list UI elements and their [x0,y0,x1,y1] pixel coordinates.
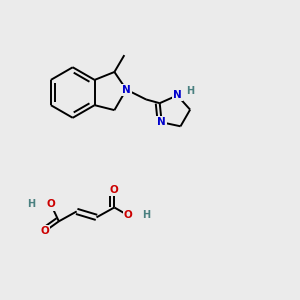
Text: O: O [46,200,55,209]
Text: H: H [27,200,35,209]
Text: N: N [173,90,182,100]
Text: O: O [110,184,119,195]
Text: H: H [186,86,194,96]
Text: N: N [157,117,166,127]
Text: O: O [124,210,133,220]
Text: H: H [142,210,150,220]
Text: N: N [122,85,131,94]
Text: O: O [40,226,50,236]
